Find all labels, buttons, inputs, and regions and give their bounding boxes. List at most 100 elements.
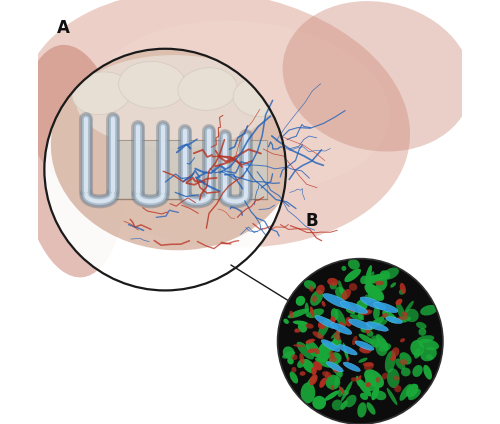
Ellipse shape [340, 400, 347, 410]
Ellipse shape [397, 316, 408, 320]
Ellipse shape [371, 386, 379, 400]
Ellipse shape [400, 384, 411, 401]
Ellipse shape [348, 319, 372, 330]
Ellipse shape [18, 45, 126, 277]
Ellipse shape [357, 378, 372, 396]
Ellipse shape [358, 334, 374, 344]
Ellipse shape [300, 382, 316, 404]
Ellipse shape [338, 280, 344, 295]
Ellipse shape [370, 335, 381, 347]
Ellipse shape [372, 338, 380, 348]
Ellipse shape [342, 266, 346, 271]
Ellipse shape [360, 276, 368, 284]
Ellipse shape [333, 368, 338, 372]
Ellipse shape [348, 259, 360, 270]
Ellipse shape [387, 368, 400, 388]
Ellipse shape [320, 378, 326, 388]
Ellipse shape [338, 388, 344, 397]
Ellipse shape [416, 335, 434, 343]
Ellipse shape [385, 351, 396, 373]
Ellipse shape [94, 20, 390, 192]
Ellipse shape [360, 327, 367, 333]
Ellipse shape [376, 377, 380, 383]
Ellipse shape [420, 347, 437, 361]
Ellipse shape [318, 321, 326, 329]
Ellipse shape [366, 402, 376, 415]
Ellipse shape [291, 354, 298, 360]
Ellipse shape [423, 365, 432, 379]
Ellipse shape [290, 311, 294, 318]
Ellipse shape [374, 391, 386, 400]
Ellipse shape [282, 351, 295, 359]
Ellipse shape [318, 321, 330, 338]
Ellipse shape [394, 376, 400, 380]
Ellipse shape [322, 371, 332, 377]
Ellipse shape [306, 340, 320, 357]
Ellipse shape [300, 371, 306, 376]
Ellipse shape [368, 321, 374, 327]
Ellipse shape [296, 342, 314, 360]
Ellipse shape [358, 402, 366, 418]
Ellipse shape [332, 333, 340, 351]
Ellipse shape [335, 309, 346, 328]
Ellipse shape [22, 0, 410, 248]
Ellipse shape [292, 367, 296, 373]
Ellipse shape [294, 328, 298, 332]
Ellipse shape [342, 289, 351, 300]
Ellipse shape [386, 317, 402, 324]
Ellipse shape [334, 334, 341, 340]
Ellipse shape [338, 345, 357, 355]
Ellipse shape [288, 309, 308, 318]
Ellipse shape [404, 301, 414, 313]
Ellipse shape [345, 395, 356, 407]
Ellipse shape [344, 269, 361, 282]
Ellipse shape [330, 323, 352, 335]
Ellipse shape [406, 384, 418, 397]
Ellipse shape [355, 341, 374, 350]
Ellipse shape [356, 376, 360, 386]
Ellipse shape [334, 368, 342, 386]
Ellipse shape [352, 336, 358, 345]
Ellipse shape [366, 316, 384, 332]
Ellipse shape [282, 346, 294, 359]
Ellipse shape [330, 385, 334, 390]
Circle shape [278, 259, 443, 424]
Ellipse shape [330, 352, 342, 364]
Ellipse shape [312, 331, 324, 339]
Ellipse shape [76, 55, 271, 148]
Ellipse shape [373, 306, 380, 320]
Ellipse shape [309, 374, 318, 385]
Ellipse shape [331, 329, 342, 339]
Ellipse shape [366, 322, 388, 331]
Ellipse shape [302, 359, 315, 373]
Ellipse shape [316, 345, 324, 356]
Ellipse shape [396, 358, 406, 370]
Ellipse shape [405, 309, 419, 322]
Ellipse shape [382, 310, 398, 324]
Ellipse shape [410, 340, 424, 357]
Ellipse shape [328, 357, 337, 363]
Ellipse shape [369, 271, 374, 279]
Ellipse shape [326, 375, 340, 390]
Ellipse shape [310, 307, 314, 317]
Ellipse shape [366, 382, 371, 387]
Ellipse shape [287, 357, 294, 365]
Ellipse shape [330, 316, 336, 325]
Ellipse shape [308, 376, 316, 385]
Ellipse shape [316, 285, 325, 295]
Ellipse shape [350, 314, 364, 321]
Ellipse shape [364, 326, 371, 334]
Ellipse shape [374, 302, 398, 312]
Ellipse shape [178, 68, 237, 110]
Ellipse shape [293, 344, 305, 347]
Ellipse shape [365, 265, 372, 285]
Ellipse shape [364, 363, 374, 370]
Ellipse shape [380, 271, 390, 280]
Ellipse shape [363, 362, 374, 367]
Ellipse shape [366, 330, 374, 337]
Ellipse shape [408, 389, 421, 400]
Ellipse shape [416, 322, 426, 329]
Ellipse shape [358, 358, 368, 363]
Ellipse shape [378, 319, 388, 326]
Ellipse shape [321, 340, 340, 351]
